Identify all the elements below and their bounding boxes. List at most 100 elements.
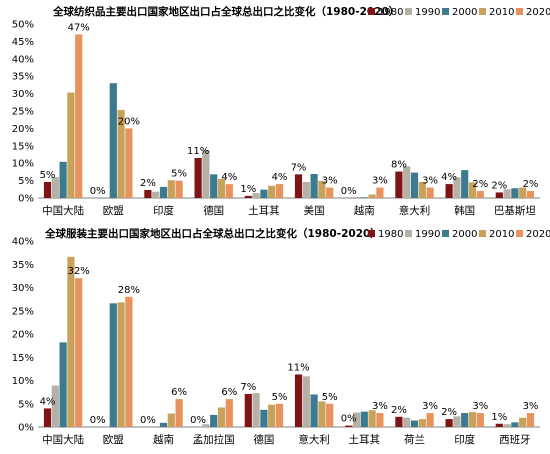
category-label: 中国大陆 — [42, 204, 84, 217]
bar-1990 — [51, 385, 59, 427]
bar-2010 — [368, 194, 376, 198]
bar-2010 — [217, 407, 226, 427]
category-label: 德国 — [203, 204, 224, 217]
bar-2000 — [159, 186, 168, 198]
data-label: 3% — [422, 176, 438, 187]
chart-title: 全球纺织品主要出口国家地区出口占全球总出口之比变化（1980-2020） — [52, 5, 399, 18]
bar-1980 — [345, 425, 353, 427]
data-label: 2% — [441, 407, 457, 418]
data-label: 5% — [272, 392, 288, 403]
bar-1990 — [202, 149, 210, 198]
y-tick-label: 15% — [12, 141, 34, 152]
category-label: 巴基斯坦 — [494, 204, 536, 217]
bar-2000 — [461, 413, 469, 427]
bar-1990 — [252, 393, 260, 427]
data-label: 0% — [341, 414, 357, 425]
chart-title: 全球服装主要出口国家地区出口占全球总出口之比变化（1980-2020） — [44, 227, 381, 240]
bar-1990 — [503, 189, 511, 198]
bar-2000 — [511, 422, 519, 427]
bar-2000 — [109, 303, 117, 427]
y-tick-label: 40% — [12, 237, 34, 248]
bar-1980 — [244, 195, 252, 198]
bar-1990 — [152, 191, 160, 198]
legend-label-1990: 1990 — [415, 229, 440, 240]
bar-2020 — [225, 184, 233, 198]
bar-2020 — [75, 278, 83, 427]
y-tick-label: 10% — [12, 159, 34, 170]
textile-export-share-chart: 全球纺织品主要出口国家地区出口占全球总出口之比变化（1980-2020）1980… — [12, 5, 550, 217]
bar-2000 — [360, 411, 368, 427]
bar-2010 — [368, 410, 376, 427]
bar-1980 — [395, 416, 403, 427]
legend-label-2000: 2000 — [452, 229, 477, 240]
category-label: 美国 — [304, 204, 325, 217]
bar-2010 — [268, 404, 276, 427]
data-label: 47% — [68, 22, 90, 33]
bar-1990 — [51, 177, 59, 198]
data-label: 5% — [322, 392, 338, 403]
bar-2000 — [360, 197, 368, 198]
data-label: 6% — [221, 387, 237, 398]
data-label: 5% — [171, 169, 187, 180]
bar-1980 — [43, 181, 52, 198]
data-label: 5% — [40, 170, 56, 181]
bar-2010 — [67, 92, 75, 198]
category-label: 德国 — [253, 433, 274, 446]
legend-swatch-1980 — [368, 230, 375, 237]
legend-label-2010: 2010 — [489, 7, 514, 18]
bar-1990 — [202, 424, 210, 427]
y-tick-label: 20% — [12, 330, 34, 341]
y-tick-label: 45% — [12, 37, 34, 48]
bar-1980 — [395, 171, 403, 198]
legend-label-2020: 2020 — [526, 229, 550, 240]
data-label: 3% — [422, 401, 438, 412]
category-label: 荷兰 — [404, 433, 425, 446]
bar-2000 — [461, 170, 469, 198]
y-tick-label: 35% — [12, 260, 34, 271]
data-label: 7% — [240, 382, 256, 393]
bar-1980 — [144, 190, 152, 198]
bar-1980 — [294, 174, 303, 198]
bar-2010 — [418, 181, 426, 198]
data-label: 0% — [140, 415, 156, 426]
category-label: 中国大陆 — [42, 433, 84, 446]
category-label: 土耳其 — [349, 433, 381, 446]
bar-2020 — [125, 128, 133, 198]
category-label: 土耳其 — [248, 204, 280, 217]
y-tick-label: 5% — [18, 176, 34, 187]
data-label: 0% — [190, 415, 206, 426]
bar-2020 — [175, 180, 183, 198]
bar-1990 — [352, 196, 361, 198]
data-label: 3% — [472, 401, 488, 412]
bar-2000 — [210, 174, 218, 198]
data-label: 2% — [391, 405, 407, 416]
bar-2020 — [376, 187, 384, 198]
data-label: 3% — [322, 176, 338, 187]
bar-2010 — [519, 417, 527, 427]
y-tick-label: 30% — [12, 283, 34, 294]
legend-swatch-1990 — [405, 230, 412, 237]
bar-2020 — [426, 187, 434, 198]
category-label: 西班牙 — [499, 434, 531, 446]
bar-2010 — [167, 413, 175, 427]
data-label: 4% — [441, 172, 457, 183]
bar-2020 — [376, 413, 384, 427]
legend-swatch-2010 — [479, 230, 486, 237]
bar-1990 — [453, 416, 461, 427]
data-label: 11% — [287, 362, 309, 373]
bar-2010 — [519, 187, 527, 198]
y-tick-label: 50% — [12, 20, 34, 31]
bar-2020 — [326, 403, 334, 427]
bar-2010 — [468, 182, 477, 198]
bar-1980 — [194, 157, 202, 198]
legend-swatch-2000 — [442, 230, 449, 237]
data-label: 2% — [472, 179, 488, 190]
category-label: 欧盟 — [103, 434, 124, 446]
bar-2010 — [217, 178, 226, 198]
y-tick-label: 0% — [18, 194, 34, 205]
bar-2020 — [526, 413, 535, 427]
y-tick-label: 10% — [12, 376, 34, 387]
apparel-export-share-chart: 全球服装主要出口国家地区出口占全球总出口之比变化（1980-2020）1980 1… — [12, 227, 550, 446]
data-label: 3% — [372, 401, 388, 412]
legend-label-1980: 1980 — [378, 7, 403, 18]
